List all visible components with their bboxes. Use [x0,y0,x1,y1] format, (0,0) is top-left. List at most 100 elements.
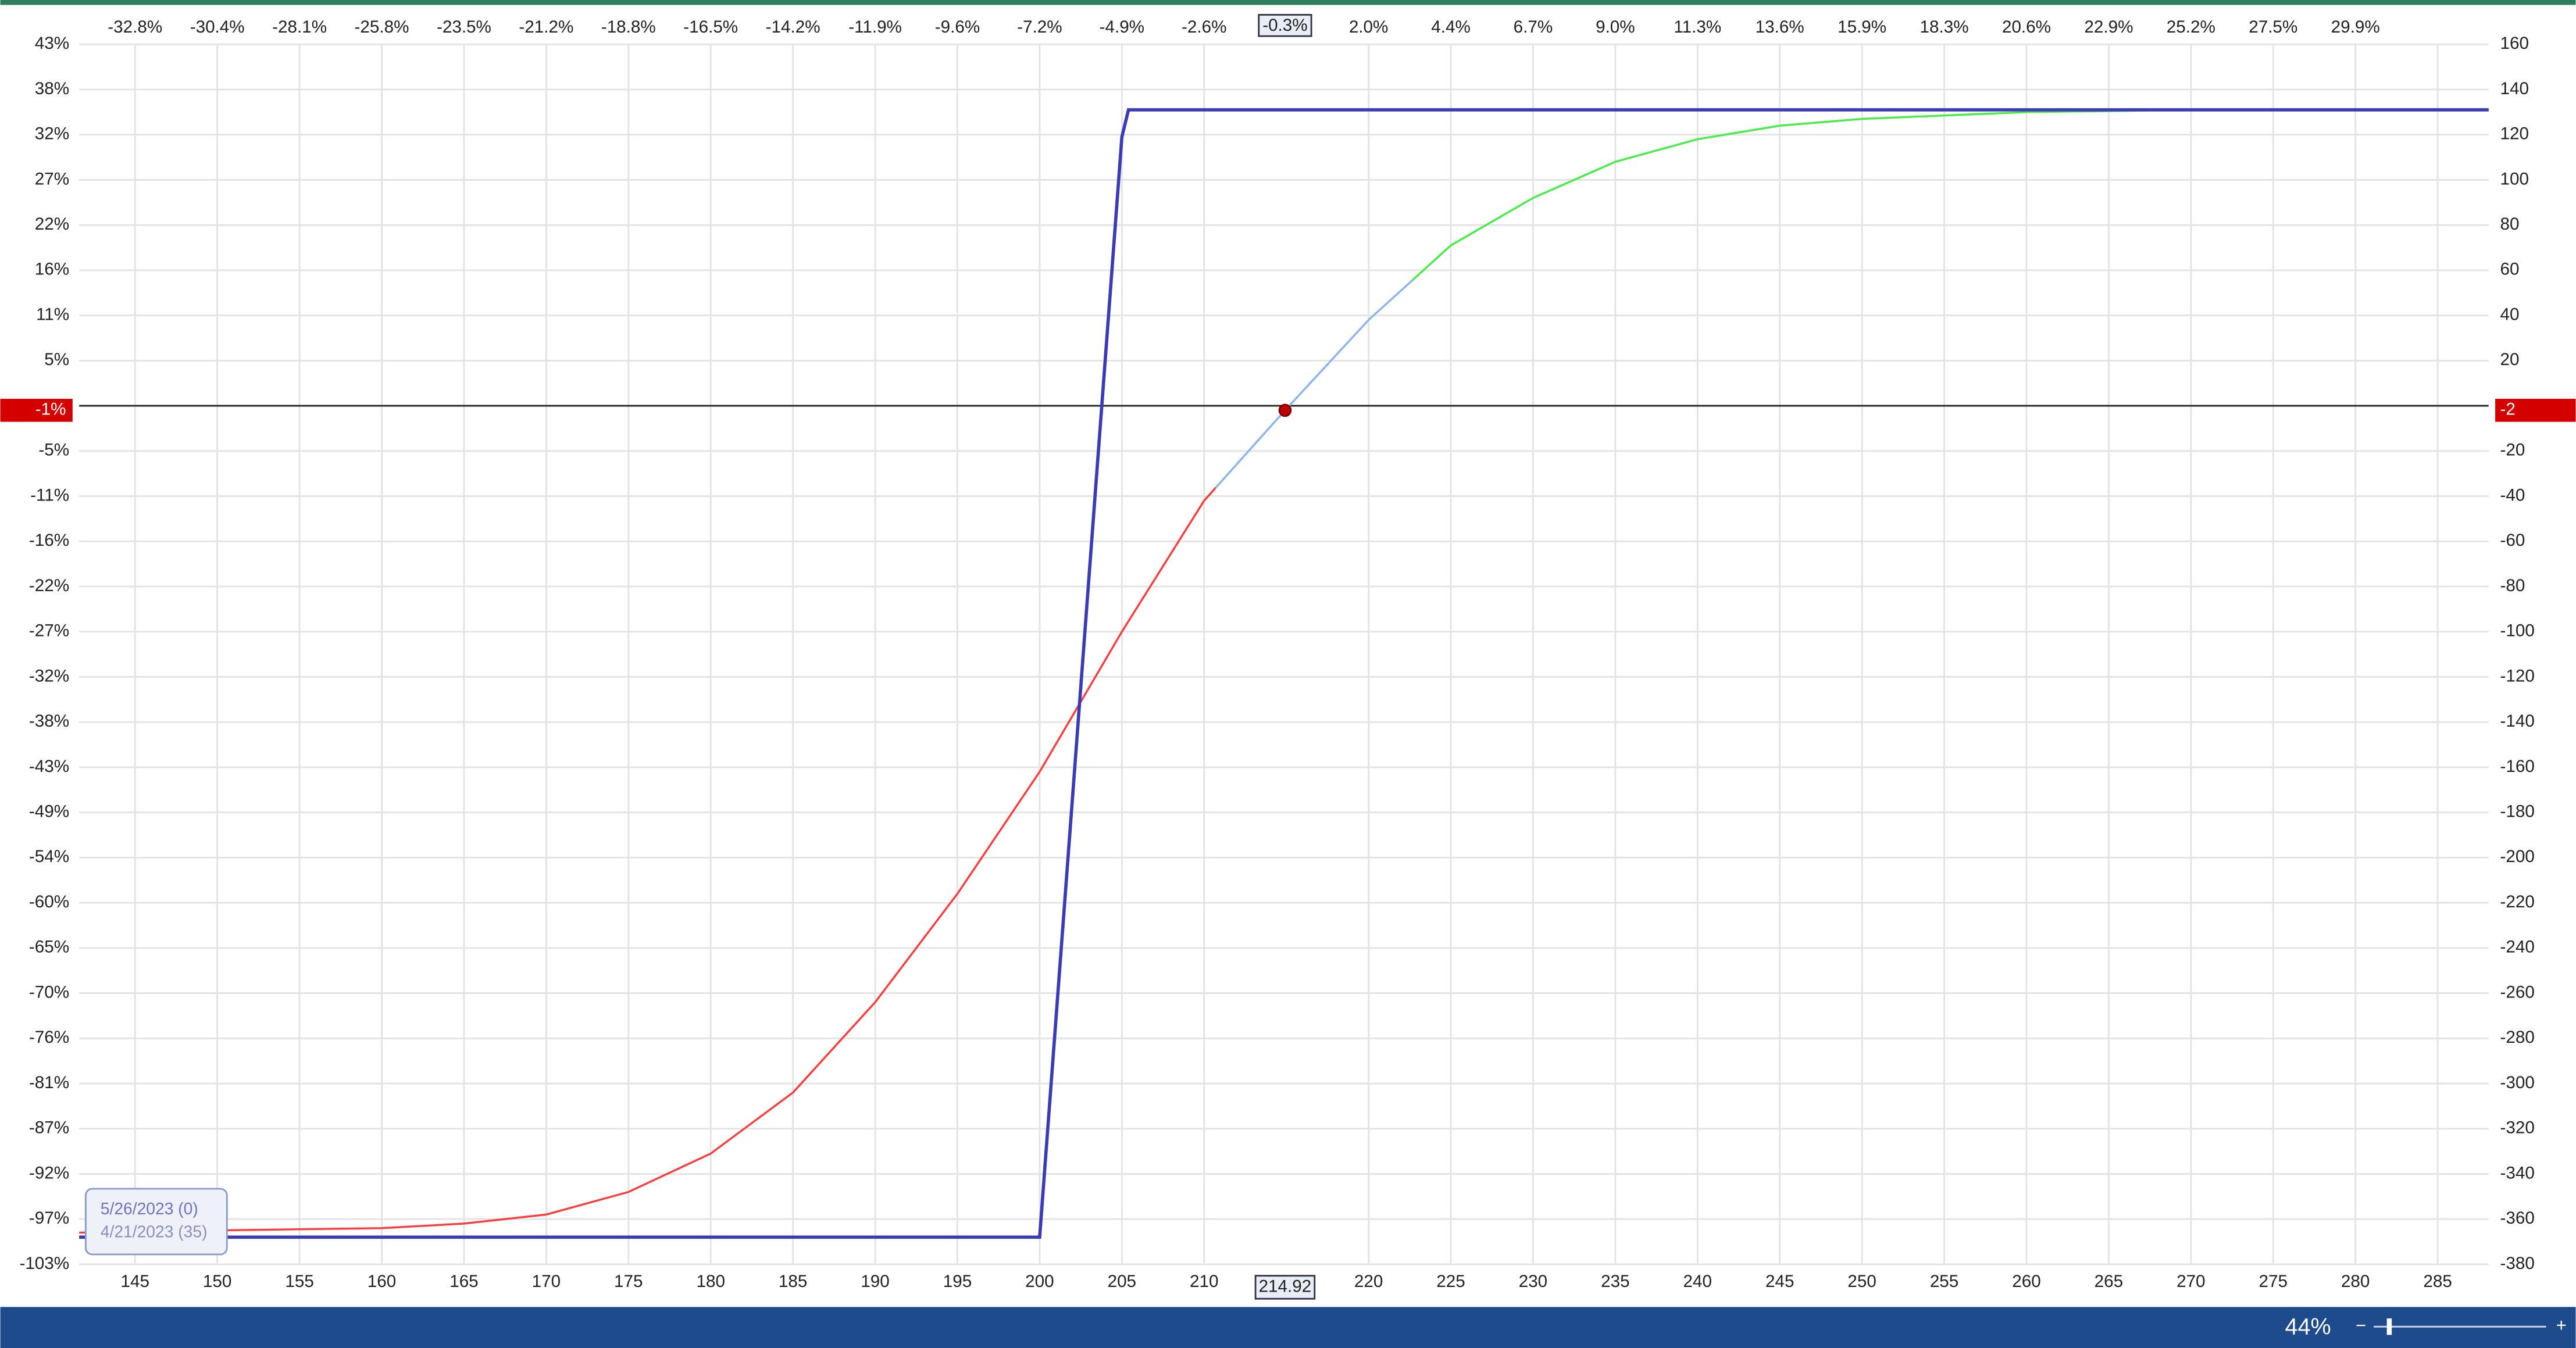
y-pct-tick-label: 5% [44,350,69,369]
legend-entry: 4/21/2023 (35) [101,1222,208,1241]
y-pct-tick-label: -60% [29,892,69,911]
top-strip [0,0,2576,5]
x-pct-tick-label: -23.5% [437,17,491,37]
legend-box [84,1188,228,1256]
y-pct-tick-label: 22% [35,214,69,234]
y-pct-tick-label: -103% [19,1254,69,1273]
y-tick-label: -280 [2500,1028,2535,1047]
x-tick-label: 265 [2095,1272,2123,1291]
plot-area: 145 150 155 160 165 170 175 180 185 190 195 200 205 2… [0,14,2576,1300]
x-tick-label: 180 [696,1272,725,1291]
y-pct-tick-label: 16% [35,260,69,279]
x-pct-tick-label: -30.4% [190,17,245,37]
y-pct-tick-label: -43% [29,757,69,776]
y-tick-label: -100 [2500,621,2535,641]
y-pct-tick-label: -32% [29,666,69,685]
y-tick-label: -80 [2500,576,2525,595]
x-pct-tick-label: -7.2% [1017,17,1062,37]
zoom-in[interactable]: + [2556,1315,2567,1335]
x-tick-label: 190 [861,1272,889,1291]
y-pct-tick-label: 11% [36,305,69,324]
y-pct-tick-label: -81% [29,1073,69,1092]
x-tick-label: 195 [943,1272,972,1291]
y-tick-label: 60 [2500,260,2520,279]
x-tick-label: 260 [2012,1272,2040,1291]
cursor-xpct-label: -0.3% [1262,16,1307,35]
zoom-out[interactable]: − [2356,1315,2366,1335]
y-pct-tick-label: -54% [29,847,69,866]
series-line [79,108,2489,1239]
x-tick-label: 255 [1930,1272,1958,1291]
x-pct-tick-label: 9.0% [1596,17,1635,37]
cursor-y-label: -2 [2500,400,2516,419]
y-tick-label: -120 [2500,666,2535,685]
x-pct-tick-label: -16.5% [683,17,738,37]
y-pct-tick-label: -22% [29,576,69,595]
x-pct-tick-label: -21.2% [519,17,573,37]
x-pct-tick-label: -9.6% [935,17,980,37]
y-tick-label: 20 [2500,350,2520,369]
y-pct-tick-label: -97% [29,1208,69,1228]
x-pct-tick-label: 22.9% [2084,17,2133,37]
cursor-x-box [1254,1275,1316,1300]
status-bar [0,1307,2576,1348]
x-tick-label: 145 [121,1272,149,1291]
y-tick-label: 160 [2500,34,2529,53]
x-pct-tick-label: 4.4% [1431,17,1471,37]
y-tick-label: -200 [2500,847,2535,866]
cursor-xpct-box [1258,14,1312,37]
x-tick-label: 210 [1190,1272,1218,1291]
x-pct-tick-label: 20.6% [2002,17,2051,37]
y-pct-tick-label: -49% [29,802,69,821]
y-pct-tick-label: -65% [29,938,69,957]
x-tick-label: 225 [1436,1272,1465,1291]
x-tick-label: 185 [779,1272,807,1291]
x-tick-label: 230 [1519,1272,1547,1291]
cursor-ypct-label: -1% [35,400,66,419]
x-tick-label: 270 [2177,1272,2205,1291]
x-pct-tick-label: 2.0% [1349,17,1389,37]
y-pct-tick-label: -87% [29,1118,69,1138]
x-pct-tick-label: 13.6% [1756,17,1804,37]
y-tick-label: -160 [2500,757,2535,776]
x-pct-tick-label: -4.9% [1100,17,1144,37]
y-pct-tick-label: -76% [29,1028,69,1047]
x-tick-label: 275 [2259,1272,2288,1291]
x-tick-label: 235 [1601,1272,1629,1291]
y-tick-label: -180 [2500,802,2535,821]
y-pct-tick-label: 43% [35,34,69,53]
x-pct-tick-label: -11.9% [848,17,902,37]
x-pct-tick-label: 27.5% [2249,17,2297,37]
x-pct-tick-label: -18.8% [601,17,656,37]
y-pct-tick-label: -11% [30,485,69,505]
y-tick-label: -320 [2500,1118,2535,1138]
y-tick-label: -20 [2500,441,2525,460]
y-tick-label: -380 [2500,1254,2535,1273]
x-tick-label: 155 [285,1272,313,1291]
series-line [79,109,2489,1234]
zoom-thumb[interactable] [2386,1318,2392,1335]
x-pct-tick-label: -25.8% [355,17,409,37]
x-tick-label: 285 [2423,1272,2452,1291]
x-pct-tick-label: -14.2% [766,17,820,37]
y-tick-label: 100 [2500,169,2529,188]
y-pct-tick-label: -16% [29,531,69,550]
y-pct-tick-label: 27% [35,169,69,188]
x-tick-label: 205 [1108,1272,1136,1291]
y-pct-tick-label: -92% [29,1163,69,1182]
x-pct-tick-label: 29.9% [2331,17,2380,37]
cursor-x-label: 214.92 [1259,1277,1312,1296]
y-pct-tick-label: -70% [29,982,69,1002]
y-tick-label: -340 [2500,1163,2535,1182]
x-tick-label: 150 [203,1272,231,1291]
x-tick-label: 240 [1683,1272,1712,1291]
y-pct-tick-label: 38% [35,79,69,98]
x-pct-tick-label: -32.8% [108,17,162,37]
y-pct-tick-label: 32% [35,124,69,144]
y-tick-label: -220 [2500,892,2535,911]
zoom-level: 44% [2285,1314,2331,1340]
cursor-ypct-box [0,399,73,422]
y-pct-tick-label: -27% [29,621,69,641]
